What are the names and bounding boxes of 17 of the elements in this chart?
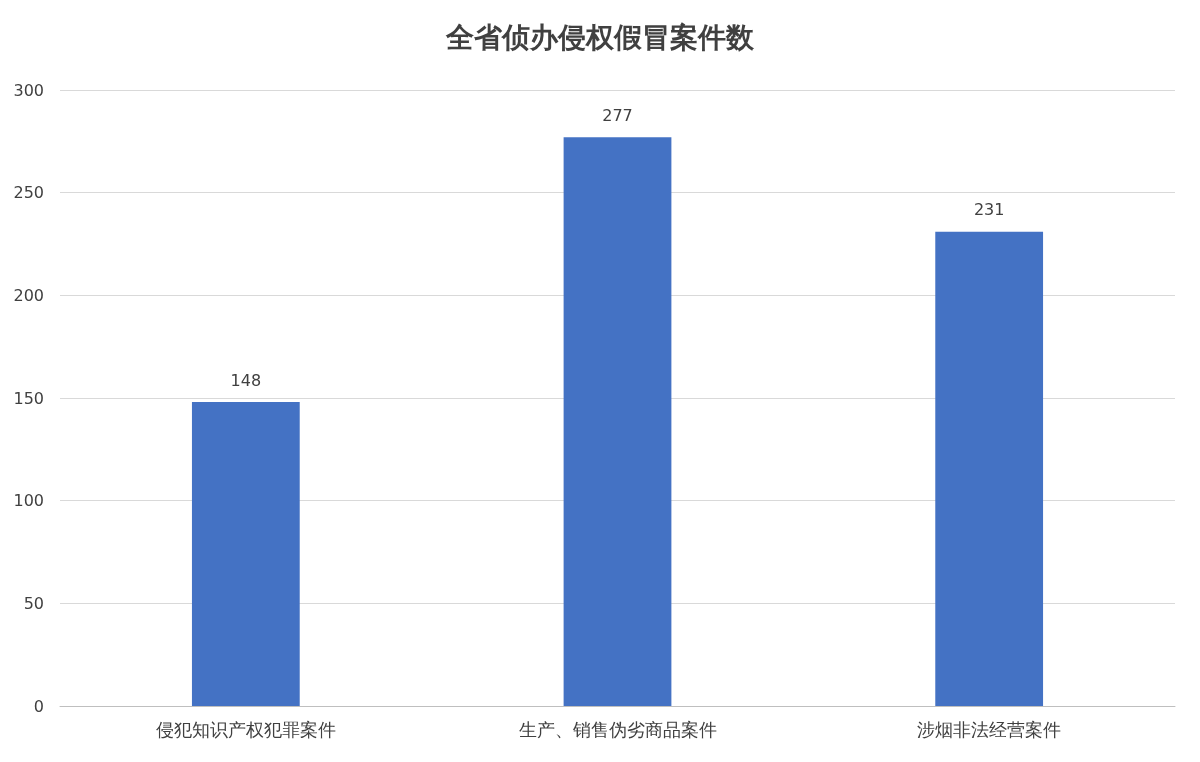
chart-title: 全省侦办侵权假冒案件数	[445, 20, 755, 54]
y-tick-label: 50	[23, 593, 44, 613]
bar	[563, 137, 672, 706]
x-tick-label: 生产、销售伪劣商品案件	[518, 718, 717, 740]
data-label: 277	[602, 105, 633, 125]
y-tick-label: 300	[13, 80, 44, 100]
y-tick-label: 250	[13, 183, 44, 203]
data-label: 231	[973, 200, 1005, 220]
bar	[191, 402, 300, 706]
bar	[935, 231, 1044, 706]
y-tick-label: 100	[13, 491, 44, 511]
x-tick-label: 侵犯知识产权犯罪案件	[155, 718, 336, 740]
data-label: 148	[230, 370, 262, 390]
y-tick-label: 150	[13, 388, 44, 408]
x-tick-label: 涉烟非法经营案件	[917, 718, 1062, 740]
y-tick-label: 200	[13, 285, 44, 305]
y-tick-label: 0	[33, 696, 44, 716]
